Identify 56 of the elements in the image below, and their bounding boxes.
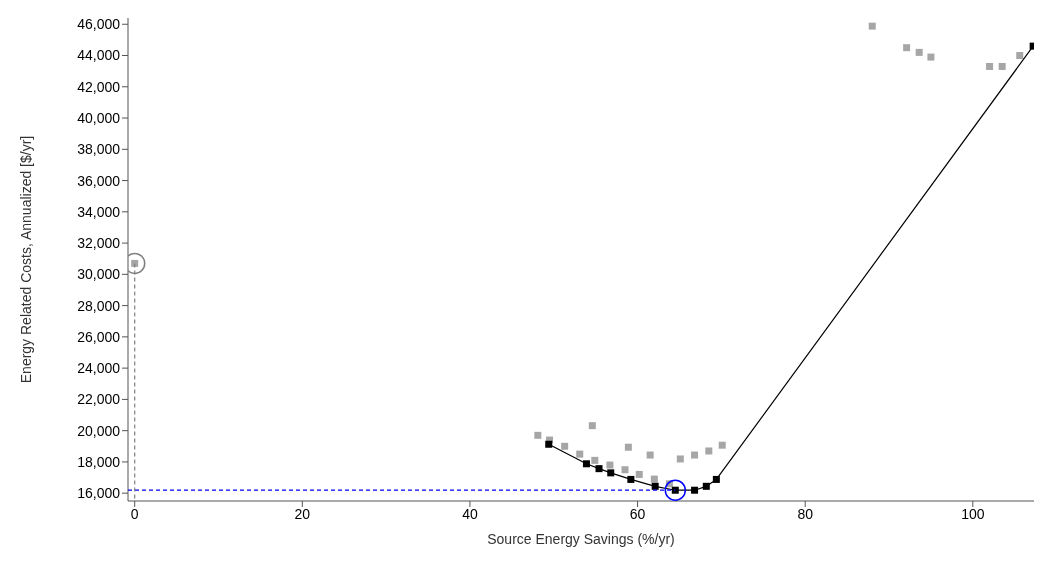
point — [718, 441, 726, 449]
point — [702, 482, 710, 490]
x-tick-label: 20 — [294, 505, 311, 522]
point — [915, 48, 923, 56]
point — [705, 447, 713, 455]
point — [607, 469, 615, 477]
y-tick-label: 36,000 — [77, 172, 121, 189]
y-tick-label: 40,000 — [77, 110, 121, 127]
point — [561, 442, 569, 450]
x-axis-title: Source Energy Savings (%/yr) — [487, 531, 675, 547]
y-tick-label: 34,000 — [77, 203, 121, 220]
point — [676, 455, 684, 463]
point — [651, 482, 659, 490]
point — [998, 62, 1006, 70]
x-tick-label: 80 — [797, 505, 814, 522]
y-tick-label: 20,000 — [77, 422, 121, 439]
point — [691, 451, 699, 459]
point — [624, 443, 632, 451]
point — [576, 450, 584, 458]
y-tick-label: 44,000 — [77, 47, 121, 64]
point — [650, 475, 658, 483]
y-tick-label: 30,000 — [77, 266, 121, 283]
point — [627, 475, 635, 483]
point — [621, 466, 629, 474]
x-tick-label: 100 — [961, 505, 985, 522]
point — [691, 486, 699, 494]
point — [595, 465, 603, 473]
x-tick-label: 0 — [130, 505, 139, 522]
point — [712, 475, 720, 483]
point — [582, 460, 590, 468]
point — [606, 461, 614, 469]
point — [591, 456, 599, 464]
y-tick-label: 38,000 — [77, 141, 121, 158]
point — [534, 431, 542, 439]
y-tick-label: 18,000 — [77, 453, 121, 470]
y-axis-title: Energy Related Costs, Annualized [$/yr] — [17, 135, 34, 384]
point — [1016, 52, 1024, 60]
y-tick-label: 28,000 — [77, 297, 121, 314]
point — [545, 440, 553, 448]
point — [664, 479, 687, 501]
point — [635, 470, 643, 478]
point — [646, 451, 654, 459]
y-tick-label: 46,000 — [77, 16, 121, 33]
x-tick-label: 40 — [462, 505, 478, 522]
y-tick-label: 42,000 — [77, 78, 121, 95]
x-tick-label: 60 — [629, 505, 646, 522]
y-tick-label: 24,000 — [77, 360, 121, 377]
y-tick-label: 22,000 — [77, 391, 121, 408]
point — [986, 62, 994, 70]
y-tick-label: 26,000 — [77, 328, 121, 345]
point — [588, 422, 596, 430]
point — [868, 22, 876, 30]
y-tick-label: 16,000 — [77, 485, 121, 502]
point — [903, 44, 911, 52]
point — [927, 53, 935, 61]
y-tick-label: 32,000 — [77, 235, 121, 252]
